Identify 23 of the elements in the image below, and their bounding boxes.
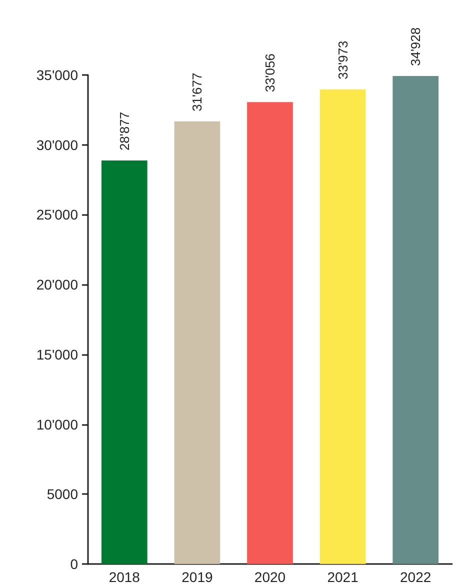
- x-tick-label: 2022: [400, 569, 432, 585]
- bar: [392, 76, 439, 564]
- data-label: 33'973: [335, 40, 350, 80]
- y-tick-label: 10'000: [36, 416, 78, 432]
- y-tick-label: 5000: [46, 486, 78, 502]
- y-tick-label: 25'000: [36, 206, 78, 223]
- x-tick-label: 2019: [182, 569, 213, 585]
- x-tick-label: 2021: [327, 569, 359, 585]
- y-tick-label: 15'000: [36, 346, 78, 362]
- data-label: 28'877: [116, 112, 132, 151]
- y-tick-label: 30'000: [36, 136, 78, 153]
- x-tick-label: 2018: [108, 569, 140, 585]
- data-label: 34'928: [408, 27, 424, 66]
- y-tick-label: 35'000: [36, 67, 78, 83]
- y-tick-label: 20'000: [36, 276, 78, 293]
- data-label: 31'677: [190, 72, 205, 112]
- bar: [320, 89, 366, 564]
- bar: [174, 121, 220, 564]
- y-tick-label: 0: [70, 556, 78, 572]
- x-tick-label: 2020: [254, 569, 286, 585]
- bar: [101, 160, 148, 564]
- data-label: 33'056: [262, 54, 278, 92]
- bar: [247, 102, 293, 564]
